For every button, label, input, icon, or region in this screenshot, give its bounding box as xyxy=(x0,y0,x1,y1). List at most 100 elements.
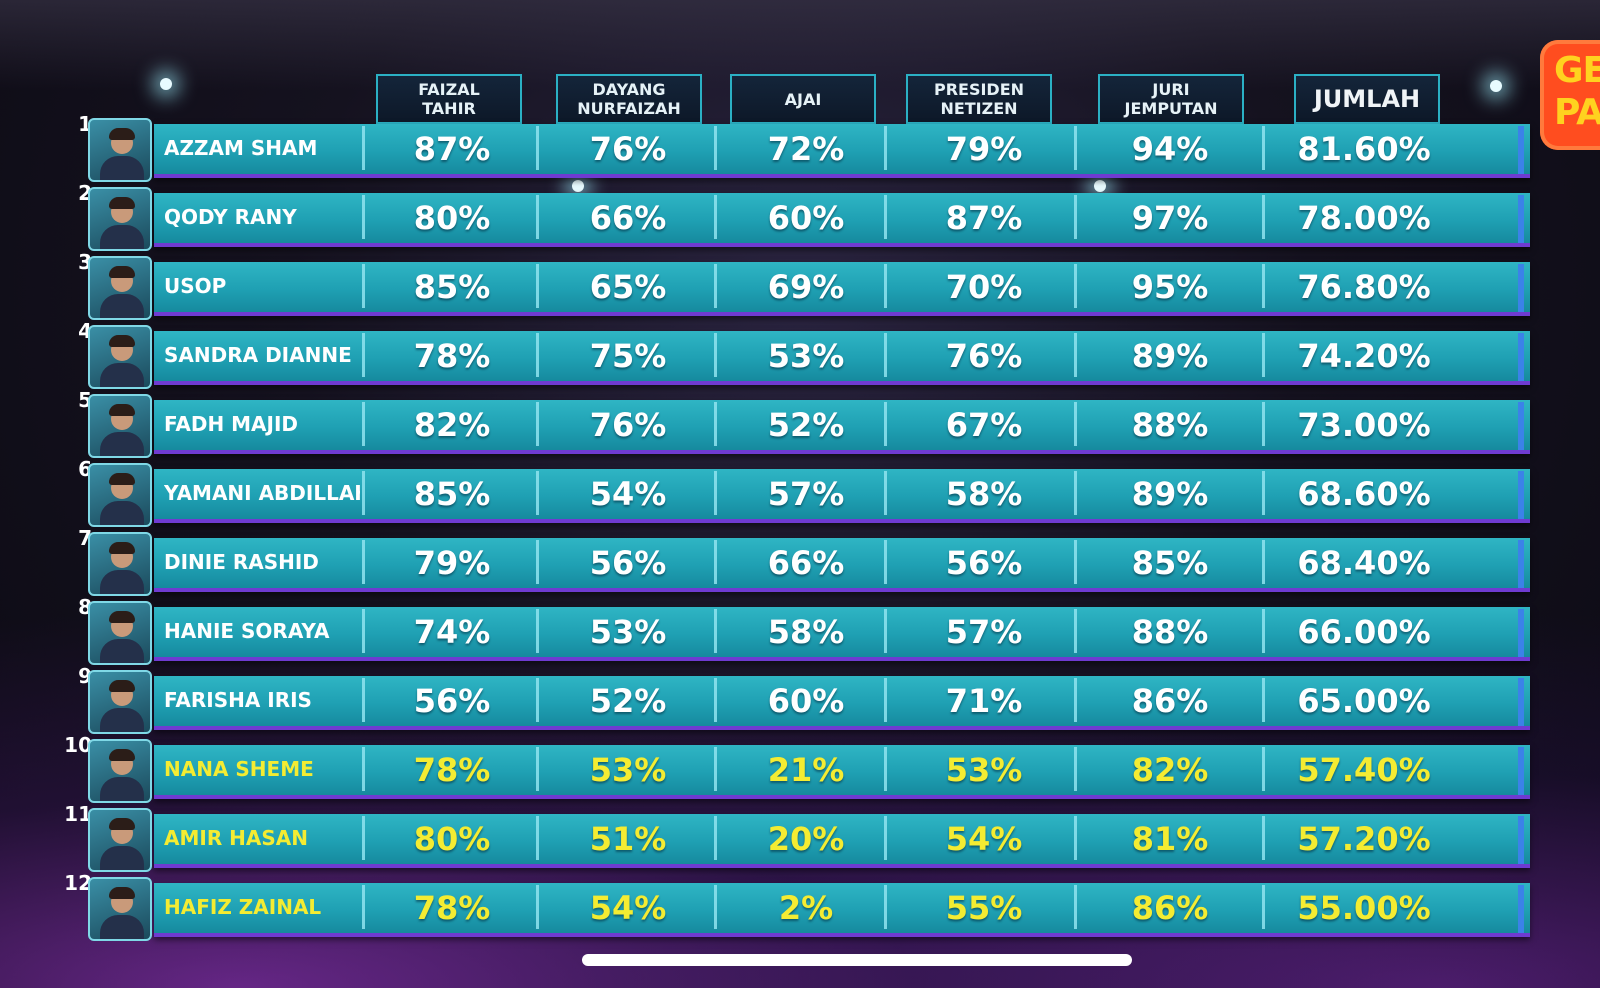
avatar xyxy=(88,394,152,458)
score-cell: 87% xyxy=(413,130,491,168)
home-indicator[interactable] xyxy=(582,954,1132,966)
cell-divider xyxy=(1074,195,1077,239)
score-cell: 60% xyxy=(767,199,845,237)
score-cell: 89% xyxy=(1131,337,1209,375)
cell-divider xyxy=(536,195,539,239)
cell-divider xyxy=(362,126,365,170)
column-header-judge-2: DAYANG NURFAIZAH xyxy=(556,74,702,124)
score-cell: 97% xyxy=(1131,199,1209,237)
score-cell: 57% xyxy=(945,613,1023,651)
avatar-hair xyxy=(109,542,135,554)
total-score-cell: 57.20% xyxy=(1297,820,1431,858)
row-endcap xyxy=(1518,609,1524,657)
avatar xyxy=(88,187,152,251)
cell-divider xyxy=(884,471,887,515)
row-endcap xyxy=(1518,126,1524,174)
avatar xyxy=(88,601,152,665)
table-row: 6 YAMANI ABDILLAH 85% 54% 57% 58% 89% 68.60% xyxy=(78,457,1534,527)
avatar-torso xyxy=(100,432,144,456)
score-cell: 78% xyxy=(413,337,491,375)
total-score-cell: 55.00% xyxy=(1297,889,1431,927)
score-cell: 56% xyxy=(589,544,667,582)
score-cell: 67% xyxy=(945,406,1023,444)
cell-divider xyxy=(362,678,365,722)
score-cell: 80% xyxy=(413,199,491,237)
stage-light xyxy=(160,78,172,90)
cell-divider xyxy=(714,333,717,377)
avatar-hair xyxy=(109,680,135,692)
score-cell: 82% xyxy=(1131,751,1209,789)
avatar-hair xyxy=(109,335,135,347)
cell-divider xyxy=(362,609,365,653)
total-score-cell: 66.00% xyxy=(1297,613,1431,651)
row-endcap xyxy=(1518,885,1524,933)
row-bar xyxy=(154,193,1530,247)
avatar-hair xyxy=(109,266,135,278)
cell-divider xyxy=(1074,885,1077,929)
score-cell: 21% xyxy=(767,751,845,789)
rank-number: 10 xyxy=(64,733,92,757)
score-cell: 70% xyxy=(945,268,1023,306)
cell-divider xyxy=(1074,126,1077,170)
table-row: 9 FARISHA IRIS 56% 52% 60% 71% 86% 65.00% xyxy=(78,664,1534,734)
cell-divider xyxy=(1262,402,1265,446)
score-cell: 56% xyxy=(945,544,1023,582)
score-cell: 89% xyxy=(1131,475,1209,513)
row-endcap xyxy=(1518,678,1524,726)
cell-divider xyxy=(362,540,365,584)
avatar xyxy=(88,256,152,320)
avatar-hair xyxy=(109,818,135,830)
cell-divider xyxy=(1262,264,1265,308)
score-cell: 79% xyxy=(945,130,1023,168)
column-header-judge-4: PRESIDEN NETIZEN xyxy=(906,74,1052,124)
contestant-name: AZZAM SHAM xyxy=(164,136,318,160)
cell-divider xyxy=(1074,402,1077,446)
avatar-hair xyxy=(109,473,135,485)
cell-divider xyxy=(362,402,365,446)
score-cell: 74% xyxy=(413,613,491,651)
table-row: 11 AMIR HASAN 80% 51% 20% 54% 81% 57.20% xyxy=(64,802,1534,872)
row-endcap xyxy=(1518,333,1524,381)
stage-light xyxy=(572,180,584,192)
row-bar xyxy=(154,745,1530,799)
avatar-hair xyxy=(109,128,135,140)
avatar-torso xyxy=(100,915,144,939)
cell-divider xyxy=(536,264,539,308)
cell-divider xyxy=(1074,747,1077,791)
cell-divider xyxy=(362,471,365,515)
cell-divider xyxy=(884,816,887,860)
row-bar xyxy=(154,331,1530,385)
table-row: 3 USOP 85% 65% 69% 70% 95% 76.80% xyxy=(78,250,1534,320)
avatar-hair xyxy=(109,749,135,761)
total-score-cell: 65.00% xyxy=(1297,682,1431,720)
cell-divider xyxy=(884,264,887,308)
score-cell: 52% xyxy=(767,406,845,444)
cell-divider xyxy=(1262,609,1265,653)
cell-divider xyxy=(714,402,717,446)
row-endcap xyxy=(1518,816,1524,864)
avatar-hair xyxy=(109,611,135,623)
score-cell: 66% xyxy=(589,199,667,237)
table-row: 1 AZZAM SHAM 87% 76% 72% 79% 94% 81.60% xyxy=(78,112,1534,182)
avatar-torso xyxy=(100,777,144,801)
table-row: 12 HAFIZ ZAINAL 78% 54% 2% 55% 86% 55.00% xyxy=(64,871,1534,941)
score-cell: 85% xyxy=(413,268,491,306)
cell-divider xyxy=(884,678,887,722)
score-cell: 86% xyxy=(1131,889,1209,927)
total-score-cell: 78.00% xyxy=(1297,199,1431,237)
cell-divider xyxy=(1074,816,1077,860)
score-cell: 57% xyxy=(767,475,845,513)
score-cell: 54% xyxy=(589,475,667,513)
cell-divider xyxy=(536,402,539,446)
score-cell: 2% xyxy=(778,889,834,927)
cell-divider xyxy=(884,126,887,170)
table-row: 7 DINIE RASHID 79% 56% 66% 56% 85% 68.40% xyxy=(78,526,1534,596)
cell-divider xyxy=(362,816,365,860)
score-cell: 94% xyxy=(1131,130,1209,168)
row-endcap xyxy=(1518,747,1524,795)
cell-divider xyxy=(536,816,539,860)
avatar xyxy=(88,325,152,389)
cell-divider xyxy=(362,333,365,377)
score-cell: 69% xyxy=(767,268,845,306)
cell-divider xyxy=(536,885,539,929)
